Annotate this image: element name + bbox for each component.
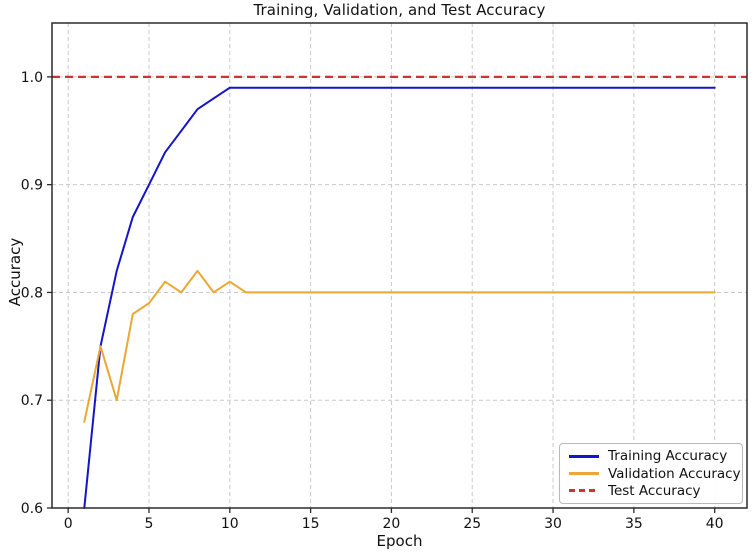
- legend-label: Training Accuracy: [608, 448, 728, 465]
- legend-line-validation-accuracy: [569, 472, 599, 475]
- legend-label: Validation Accuracy: [608, 465, 741, 482]
- chart-title: Training, Validation, and Test Accuracy: [253, 1, 546, 19]
- x-tick-label: 35: [625, 516, 643, 532]
- legend-line-test-accuracy: [569, 489, 599, 493]
- x-tick-label: 5: [145, 516, 154, 532]
- legend-item-validation-accuracy: Validation Accuracy: [569, 466, 741, 482]
- x-tick-label: 10: [221, 516, 239, 532]
- x-tick-label: 30: [544, 516, 562, 532]
- legend-item-training-accuracy: Training Accuracy: [569, 448, 733, 464]
- y-tick-label: 0.7: [21, 393, 43, 409]
- plot-frame: [51, 22, 748, 509]
- x-tick-label: 25: [463, 516, 481, 532]
- x-tick-label: 20: [383, 516, 401, 532]
- y-tick-label: 0.8: [21, 285, 43, 301]
- y-tick-label: 0.6: [21, 501, 43, 517]
- y-tick-label: 0.9: [21, 178, 43, 194]
- y-axis-label: Accuracy: [6, 237, 24, 307]
- plot-background: [52, 23, 747, 508]
- y-tick-label: 1.0: [21, 70, 43, 86]
- x-tick-label: 40: [706, 516, 724, 532]
- legend: Training Accuracy Validation Accuracy Test…: [559, 443, 743, 504]
- legend-item-test-accuracy: Test Accuracy: [569, 483, 733, 499]
- x-tick-label: 0: [64, 516, 73, 532]
- series-line-validation-accuracy: [83, 269, 716, 423]
- x-tick-label: 15: [302, 516, 320, 532]
- legend-line-training-accuracy: [569, 454, 599, 458]
- legend-label: Test Accuracy: [608, 482, 701, 499]
- x-axis-label: Epoch: [376, 532, 423, 550]
- series-line-training-accuracy: [83, 86, 716, 509]
